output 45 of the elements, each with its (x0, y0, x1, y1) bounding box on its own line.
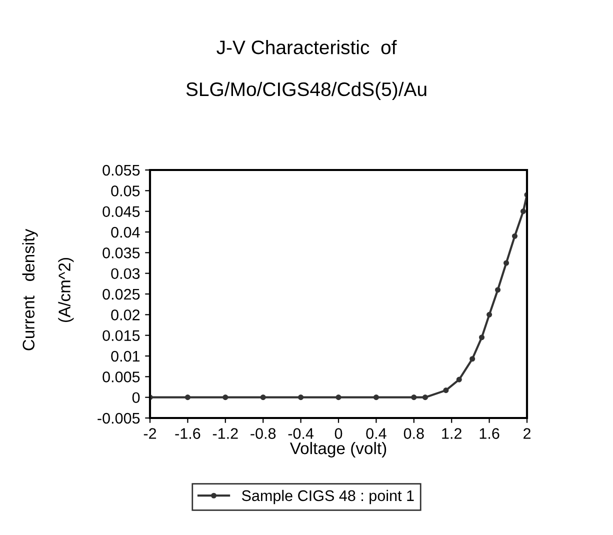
x-tick-label: -2 (144, 428, 156, 439)
x-tick-label: 0 (334, 428, 342, 439)
y-tick-label: -0.005 (98, 412, 140, 424)
point (422, 394, 428, 400)
text: Current density (A/cm^2) (22, 228, 74, 350)
point (478, 334, 485, 340)
x-tick-label: -1.2 (212, 428, 238, 439)
chart-title: J-V Characteristic of SLG/Mo/CIGS48/CdS(5)/Au (186, 40, 426, 100)
point (470, 356, 476, 362)
point (184, 394, 190, 400)
point (298, 394, 304, 400)
y-tick-label: 0.035 (102, 248, 140, 258)
y-tick-label: 0 (132, 392, 140, 404)
y-tick-label: 0.055 (102, 164, 140, 176)
point (222, 394, 228, 400)
y-tick-label: 0.03 (111, 268, 140, 280)
x-tick-label: 1.6 (480, 428, 500, 439)
x-tick-label: 0.4 (366, 428, 386, 439)
x-tick-label: 2 (524, 428, 530, 439)
y-tick-label: 0.005 (102, 372, 140, 382)
point (336, 394, 342, 400)
x-tick-label: 1.2 (442, 428, 462, 439)
legend-label: Sample CIGS 48 : point 1 (242, 490, 414, 504)
y-tick-label: 0.04 (111, 226, 140, 238)
point (512, 233, 518, 239)
point (486, 312, 492, 318)
point (503, 260, 510, 266)
y-tick-label: 0.025 (102, 288, 140, 300)
x-tick-label: -1.6 (175, 428, 200, 439)
point (520, 208, 526, 214)
point (373, 394, 379, 400)
point (260, 394, 266, 400)
point (443, 388, 449, 394)
y-tick-label: 0.015 (102, 330, 140, 342)
y-tick-label: 0.05 (111, 186, 140, 196)
x-tick-label: -0.4 (288, 428, 314, 439)
x-tick-label: -0.8 (250, 428, 276, 439)
point (456, 376, 462, 382)
x-axis-title: Voltage (volt) (290, 442, 386, 458)
point (411, 394, 417, 400)
x-tick-label: 0.8 (404, 428, 424, 439)
point (495, 287, 501, 293)
y-tick-label: 0.02 (111, 310, 140, 320)
y-tick-label: 0.045 (102, 206, 140, 218)
y-tick-label: 0.01 (111, 350, 140, 362)
